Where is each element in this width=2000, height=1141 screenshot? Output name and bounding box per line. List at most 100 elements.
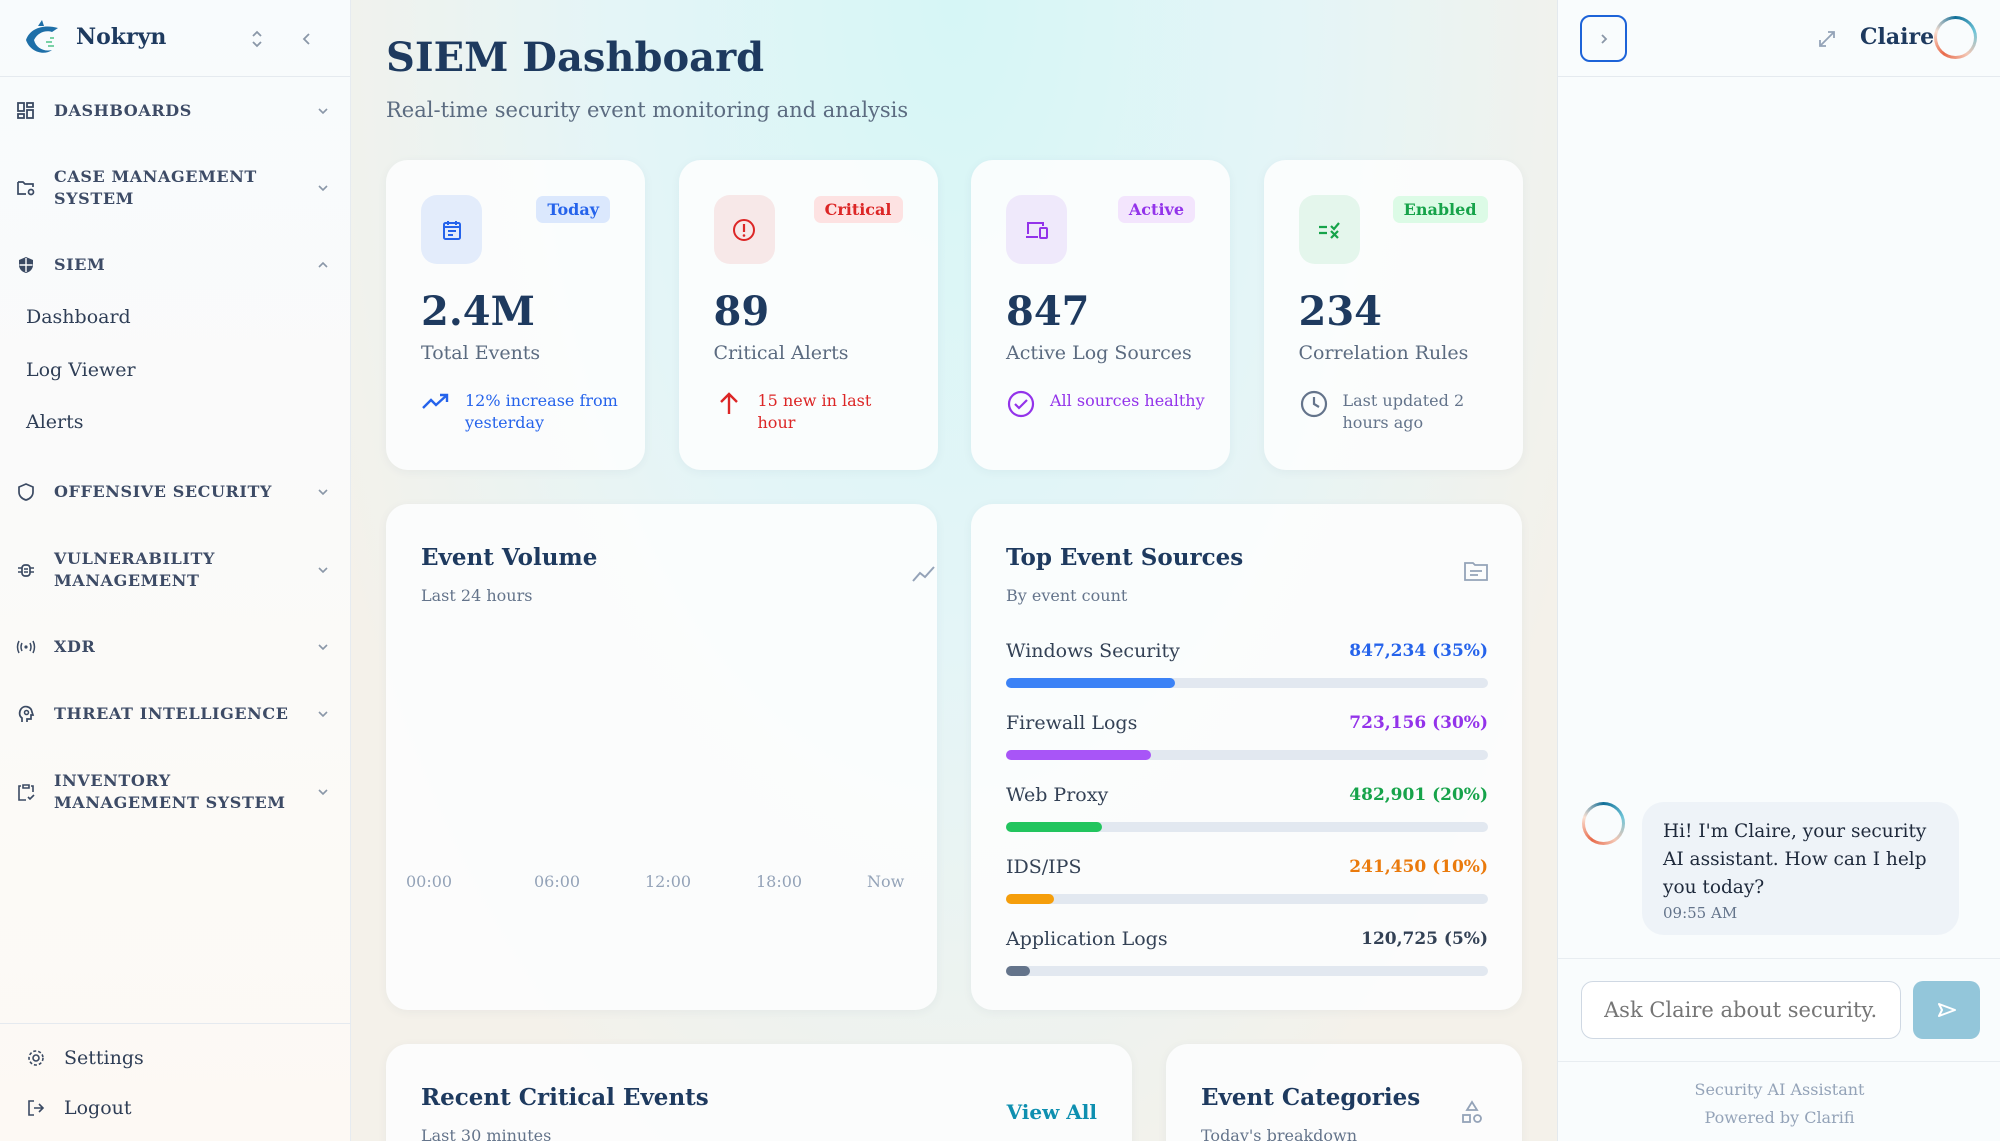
page-subtitle: Real-time security event monitoring and … xyxy=(386,98,909,122)
assistant-avatar xyxy=(1582,802,1625,845)
event-volume-card: Event Volume Last 24 hours xyxy=(386,504,937,1010)
settings-label: Settings xyxy=(64,1047,144,1069)
stat-value: 2.4M xyxy=(421,288,535,335)
nav-siem[interactable]: SIEM xyxy=(0,254,351,276)
source-value: 120,725 (5%) xyxy=(1361,929,1488,949)
chevron-down-icon xyxy=(318,567,328,574)
shapes-icon[interactable] xyxy=(1460,1100,1484,1126)
trend-icon[interactable] xyxy=(911,563,937,585)
x-tick: 06:00 xyxy=(534,872,581,891)
arrow-up-icon xyxy=(714,390,744,420)
chat-input[interactable] xyxy=(1581,981,1901,1039)
stat-label: Correlation Rules xyxy=(1298,342,1469,364)
progress-fill xyxy=(1006,894,1055,904)
gear-icon xyxy=(28,1050,44,1066)
chevron-updown-icon[interactable] xyxy=(250,29,264,49)
folder-list-icon[interactable] xyxy=(1463,560,1489,582)
view-all-link[interactable]: View All xyxy=(1006,1100,1097,1124)
chat-message-time: 09:55 AM xyxy=(1663,904,1738,922)
divider xyxy=(1558,958,2000,959)
source-name: IDS/IPS xyxy=(1006,856,1082,878)
page-title: SIEM Dashboard xyxy=(386,34,765,81)
logout-label: Logout xyxy=(64,1097,132,1119)
stat-value: 847 xyxy=(1006,288,1090,335)
nav-threat-intelligence[interactable]: THREAT INTELLIGENCE xyxy=(0,703,351,725)
progress-track xyxy=(1006,966,1488,976)
head-gear-icon xyxy=(18,705,35,722)
recent-critical-events-card: Recent Critical Events Last 30 minutes V… xyxy=(386,1044,1132,1141)
divider xyxy=(1558,1061,2000,1062)
alert-circle-icon xyxy=(713,195,775,264)
stat-label: Critical Alerts xyxy=(713,342,849,364)
nav-dashboards[interactable]: DASHBOARDS xyxy=(0,100,351,122)
expand-icon[interactable] xyxy=(1816,28,1838,50)
chevron-down-icon xyxy=(318,489,328,496)
card-title: Event Volume xyxy=(421,544,598,571)
stat-card: Today 2.4M Total Events 12% increase fro… xyxy=(386,160,645,470)
sidebar-header: Nokryn xyxy=(0,0,350,77)
clock-icon xyxy=(1299,390,1329,422)
stat-label: Total Events xyxy=(421,342,541,364)
shark-logo-icon xyxy=(26,20,58,53)
logout-button[interactable]: Logout xyxy=(26,1097,132,1119)
nav-siem-log-viewer[interactable]: Log Viewer xyxy=(26,359,136,381)
collapse-chat-button[interactable] xyxy=(1580,15,1627,62)
calendar-icon xyxy=(421,195,482,264)
stat-footer-text: Last updated 2 hours ago xyxy=(1342,391,1465,432)
nav-inventory-management[interactable]: INVENTORY MANAGEMENT SYSTEM xyxy=(0,770,351,814)
status-badge: Enabled xyxy=(1392,196,1488,223)
stat-value: 234 xyxy=(1298,288,1383,335)
progress-track xyxy=(1006,750,1488,760)
source-name: Windows Security xyxy=(1006,640,1180,662)
chevron-down-icon xyxy=(318,644,328,651)
settings-button[interactable]: Settings xyxy=(26,1047,144,1069)
send-button[interactable] xyxy=(1913,981,1980,1039)
nav-label: SIEM xyxy=(54,255,106,274)
nav-offensive-security[interactable]: OFFENSIVE SECURITY xyxy=(0,481,351,503)
chevron-down-icon xyxy=(318,711,328,718)
nav-case-management[interactable]: CASE MANAGEMENT SYSTEM xyxy=(0,166,351,210)
nav-label: THREAT INTELLIGENCE xyxy=(54,704,289,723)
nav-label: VULNERABILITY MANAGEMENT xyxy=(54,549,216,590)
card-title: Event Categories xyxy=(1201,1084,1421,1111)
progress-fill xyxy=(1006,750,1151,760)
chevron-down-icon xyxy=(318,108,328,115)
collapse-sidebar-icon[interactable] xyxy=(300,31,314,47)
nav-xdr[interactable]: XDR xyxy=(0,636,351,658)
chevron-down-icon xyxy=(318,789,328,796)
source-value: 241,450 (10%) xyxy=(1349,857,1488,877)
stat-footer-text: 12% increase from yesterday xyxy=(465,391,618,432)
progress-fill xyxy=(1006,822,1103,832)
source-name: Web Proxy xyxy=(1006,784,1109,806)
stat-footer: 12% increase from yesterday xyxy=(421,390,621,434)
sidebar-divider xyxy=(0,1023,351,1024)
card-title: Top Event Sources xyxy=(1006,544,1244,571)
chat-footer-title: Security AI Assistant xyxy=(1694,1080,1865,1099)
stat-footer: 15 new in last hour xyxy=(714,390,914,434)
stat-card: Enabled 234 Correlation Rules Last updat… xyxy=(1263,160,1523,470)
x-tick: 18:00 xyxy=(756,872,803,891)
x-tick: 12:00 xyxy=(645,872,692,891)
brand-name: Nokryn xyxy=(76,24,167,50)
nav-vulnerability-management[interactable]: VULNERABILITY MANAGEMENT xyxy=(0,548,351,592)
stat-label: Active Log Sources xyxy=(1006,342,1192,364)
folder-gear-icon xyxy=(17,181,35,196)
trend-up-icon xyxy=(421,390,451,418)
nav-label: INVENTORY MANAGEMENT SYSTEM xyxy=(54,771,286,812)
chevron-up-icon xyxy=(318,261,328,268)
stat-value: 89 xyxy=(713,288,770,335)
chat-header: Claire xyxy=(1558,0,2000,77)
stat-card: Critical 89 Critical Alerts 15 new in la… xyxy=(678,160,938,470)
nav-siem-alerts[interactable]: Alerts xyxy=(26,411,84,433)
check-circle-icon xyxy=(1006,390,1036,422)
event-categories-card: Event Categories Today's breakdown xyxy=(1166,1044,1522,1141)
chat-footer-powered: Powered by Clarifi xyxy=(1704,1108,1855,1127)
shield-icon xyxy=(18,483,34,501)
card-title: Recent Critical Events xyxy=(421,1084,709,1111)
source-value: 482,901 (20%) xyxy=(1349,785,1488,805)
nav-siem-dashboard[interactable]: Dashboard xyxy=(26,306,131,328)
progress-track xyxy=(1006,678,1488,688)
logout-icon xyxy=(28,1100,45,1116)
progress-fill xyxy=(1006,966,1031,976)
ai-chat-panel: Claire Hi! I'm Claire, your security AI … xyxy=(1557,0,2000,1141)
